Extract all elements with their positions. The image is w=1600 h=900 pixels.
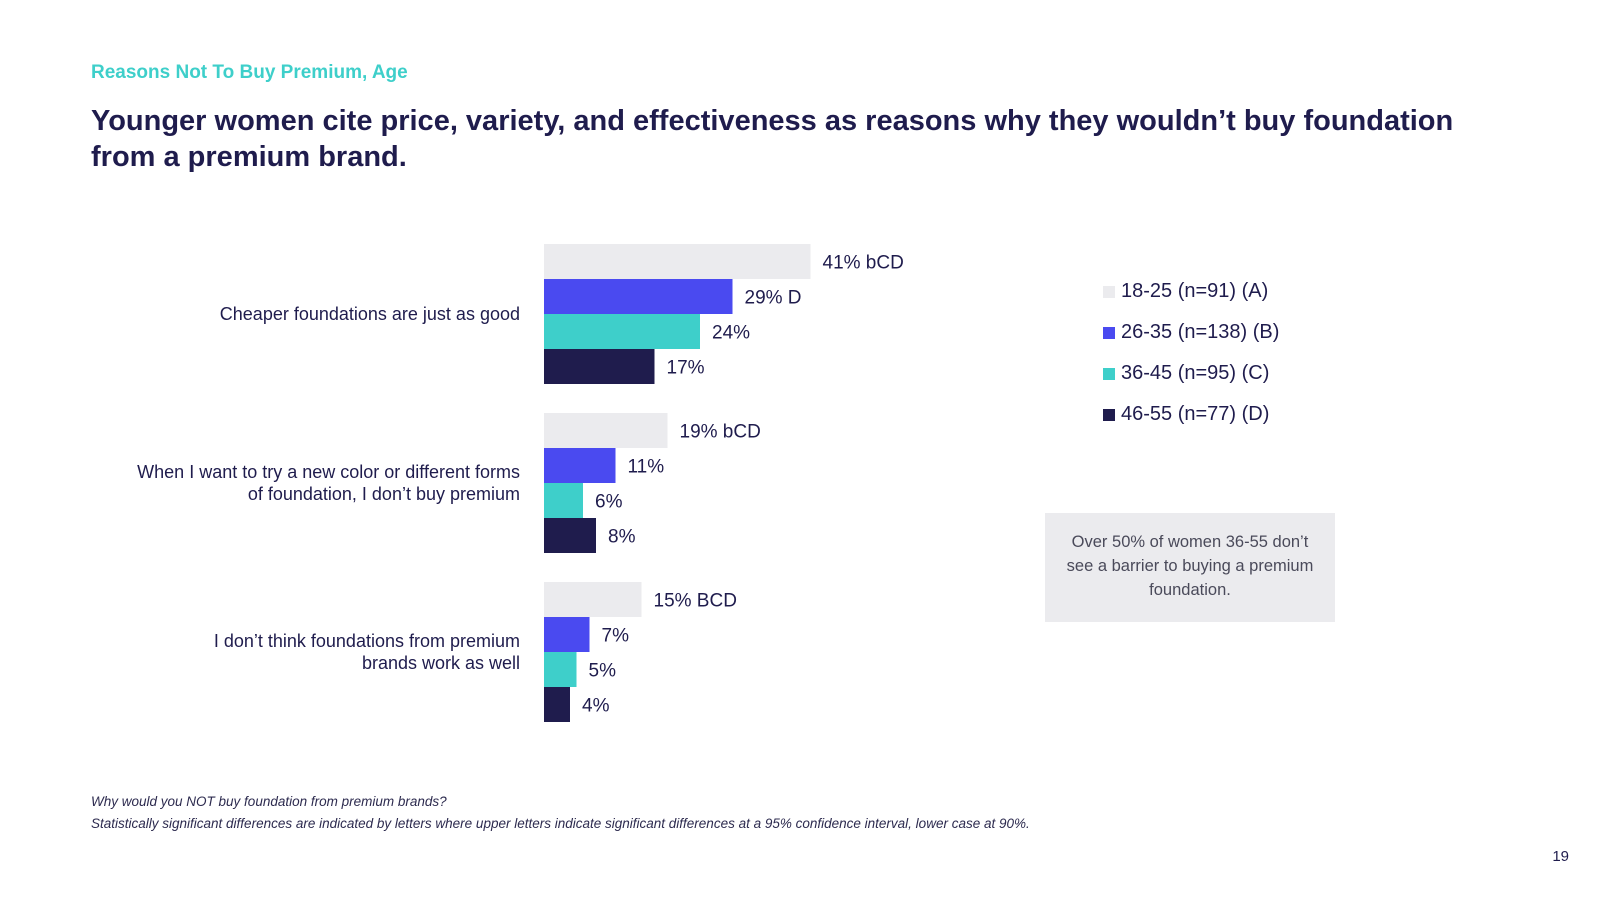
data-label: 8% <box>608 527 636 548</box>
data-label: 19% bCD <box>680 422 761 443</box>
data-label: 17% <box>667 358 705 379</box>
bar <box>544 518 596 553</box>
bar <box>544 279 733 314</box>
category-label: When I want to try a new color or differ… <box>137 462 520 482</box>
legend-label: 46-55 (n=77) (D) <box>1121 403 1270 425</box>
bar <box>544 448 616 483</box>
footnote-stats: Statistically significant differences ar… <box>91 816 1030 831</box>
bar <box>544 413 668 448</box>
legend-swatch <box>1103 408 1115 421</box>
bar <box>544 349 655 384</box>
bar <box>544 582 642 617</box>
data-label: 29% D <box>745 288 802 309</box>
bar <box>544 617 590 652</box>
bar <box>544 483 583 518</box>
legend-swatch <box>1103 326 1115 339</box>
bar <box>544 687 570 722</box>
data-label: 24% <box>712 323 750 344</box>
data-label: 6% <box>595 492 623 513</box>
legend-label: 26-35 (n=138) (B) <box>1121 321 1280 343</box>
chart-legend: 18-25 (n=91) (A) 26-35 (n=138) (B) 36-45 (… <box>1103 271 1279 435</box>
footnote-question: Why would you NOT buy foundation from pr… <box>91 794 447 809</box>
data-label: 41% bCD <box>823 253 904 274</box>
data-label: 4% <box>582 696 610 717</box>
page-number: 19 <box>1552 848 1569 865</box>
category-label: Cheaper foundations are just as good <box>220 304 520 324</box>
category-label: of foundation, I don’t buy premium <box>248 484 520 504</box>
legend-swatch <box>1103 285 1115 298</box>
category-label: I don’t think foundations from premium <box>214 631 520 651</box>
bar <box>544 314 700 349</box>
legend-item: 26-35 (n=138) (B) <box>1103 312 1279 353</box>
legend-label: 36-45 (n=95) (C) <box>1121 362 1270 384</box>
slide-eyebrow: Reasons Not To Buy Premium, Age <box>91 62 408 83</box>
callout-box: Over 50% of women 36-55 don’t see a barr… <box>1045 513 1335 622</box>
category-label: brands work as well <box>362 653 520 673</box>
legend-label: 18-25 (n=91) (A) <box>1121 280 1269 302</box>
data-label: 7% <box>602 626 630 647</box>
bar <box>544 652 577 687</box>
bar <box>544 244 811 279</box>
legend-item: 46-55 (n=77) (D) <box>1103 394 1279 435</box>
data-label: 15% BCD <box>654 591 737 612</box>
legend-item: 36-45 (n=95) (C) <box>1103 353 1279 394</box>
legend-item: 18-25 (n=91) (A) <box>1103 271 1279 312</box>
legend-swatch <box>1103 367 1115 380</box>
data-label: 11% <box>628 457 665 478</box>
slide-headline: Younger women cite price, variety, and e… <box>91 105 1454 173</box>
data-label: 5% <box>589 661 617 682</box>
